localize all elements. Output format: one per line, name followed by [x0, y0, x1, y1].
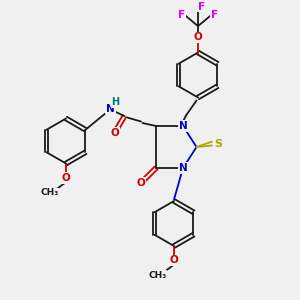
Text: S: S	[214, 139, 222, 149]
Text: CH₃: CH₃	[148, 271, 166, 280]
Text: F: F	[198, 2, 205, 12]
Text: N: N	[178, 121, 188, 131]
Text: O: O	[110, 128, 119, 138]
Text: O: O	[61, 173, 70, 183]
Text: F: F	[211, 10, 218, 20]
Text: O: O	[136, 178, 146, 188]
Text: F: F	[178, 10, 185, 20]
Text: CH₃: CH₃	[40, 188, 58, 197]
Text: N: N	[178, 163, 188, 173]
Text: N: N	[106, 103, 115, 114]
Text: O: O	[169, 255, 178, 266]
Text: H: H	[111, 97, 120, 107]
Text: O: O	[194, 32, 202, 43]
